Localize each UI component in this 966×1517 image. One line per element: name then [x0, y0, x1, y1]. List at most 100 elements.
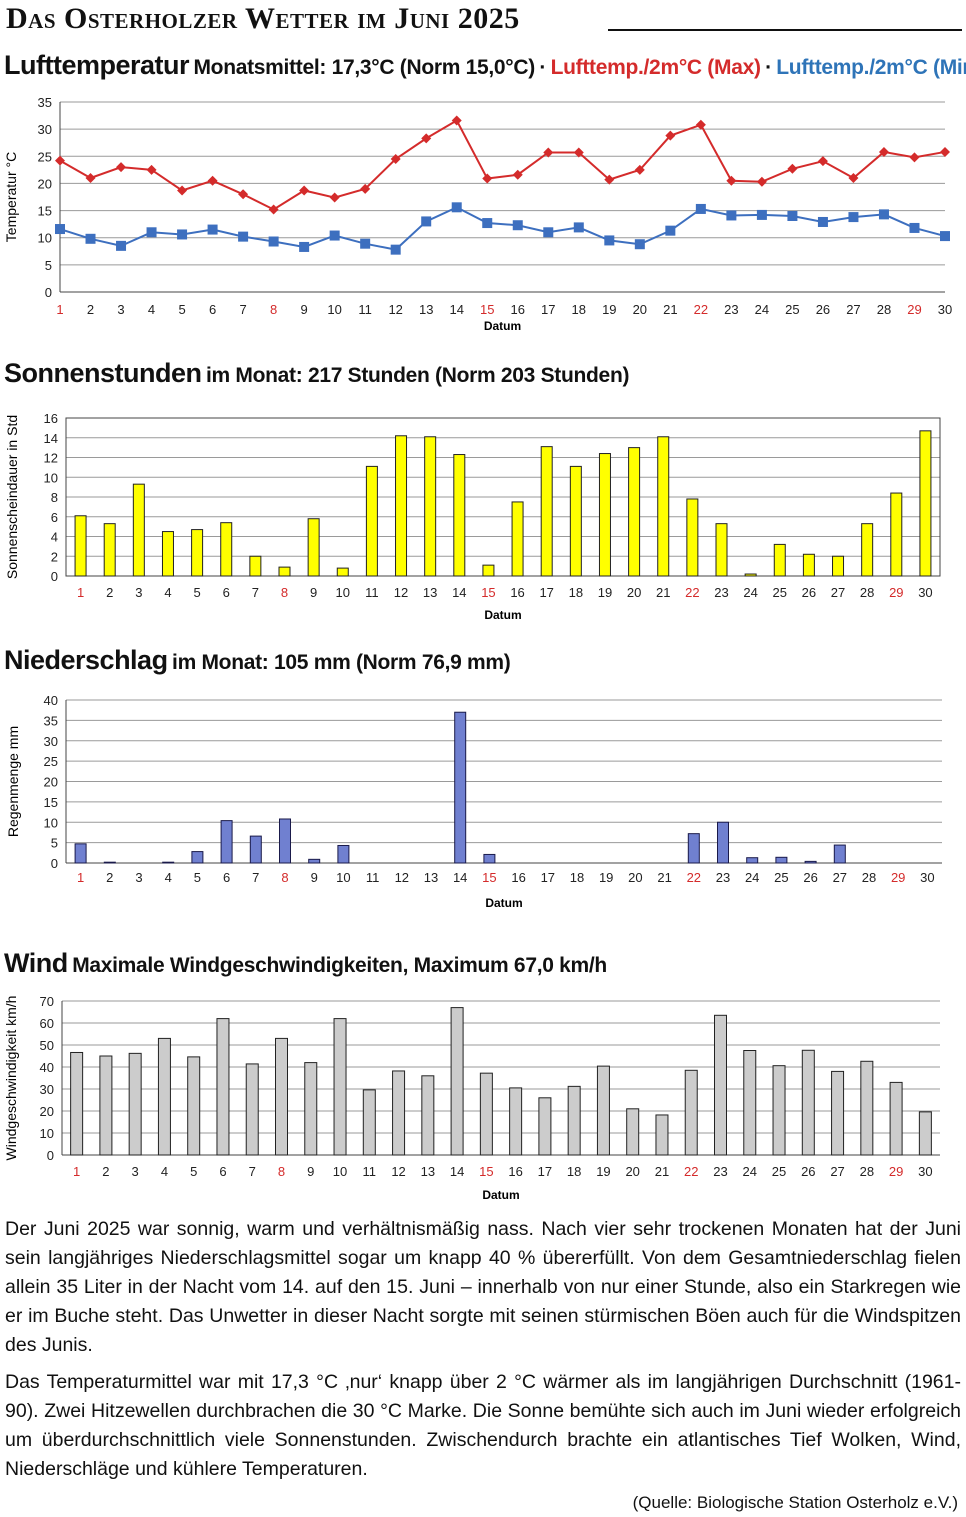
y-axis-label: Windgeschwindigkeit km/h	[3, 996, 19, 1161]
rain-bar	[279, 818, 291, 864]
wind-bar	[831, 1070, 845, 1156]
x-tick-label: 19	[596, 1164, 610, 1179]
min-temp-point	[482, 218, 493, 229]
rain-bar	[103, 861, 116, 864]
y-tick-label: 5	[51, 836, 58, 851]
sun-bar	[715, 523, 728, 577]
y-tick-label: 6	[51, 510, 58, 525]
y-tick-label: 0	[45, 285, 52, 300]
rain-bar	[249, 835, 262, 864]
sun-bar	[657, 436, 670, 577]
x-tick-label: 2	[106, 870, 113, 885]
x-tick-label: 3	[117, 302, 124, 317]
max-temp-point	[878, 146, 889, 157]
min-temp-point	[695, 203, 706, 214]
wind-bar	[860, 1060, 874, 1156]
x-tick-label: 9	[301, 302, 308, 317]
x-tick-label: 18	[572, 302, 586, 317]
rain-bar	[337, 844, 350, 864]
x-tick-label: 27	[831, 585, 845, 600]
x-tick-label: 22	[694, 302, 708, 317]
title-rule	[608, 29, 962, 31]
wind-bar	[245, 1063, 259, 1156]
x-tick-label: 4	[165, 870, 172, 885]
x-tick-label: 1	[77, 585, 84, 600]
rain-bar	[162, 861, 175, 864]
wind-bar	[509, 1087, 523, 1156]
x-tick-label: 14	[449, 302, 463, 317]
min-temp-point	[787, 211, 798, 221]
rain-bar	[454, 711, 467, 864]
x-tick-label: 24	[745, 870, 759, 885]
x-axis-label: Datum	[485, 896, 522, 910]
y-tick-label: 16	[44, 411, 58, 426]
x-tick-label: 14	[452, 585, 466, 600]
sun-bar	[511, 501, 524, 577]
sun-bar	[424, 436, 437, 577]
x-tick-label: 3	[135, 870, 142, 885]
rain-bar	[804, 860, 817, 864]
x-tick-label: 3	[135, 585, 142, 600]
temperature-subtitle: Monatsmittel: 17,3°C (Norm 15,0°C)	[193, 56, 535, 79]
y-tick-label: 15	[38, 204, 52, 219]
x-tick-label: 21	[656, 585, 670, 600]
min-temp-point	[665, 225, 676, 236]
x-tick-label: 25	[785, 302, 799, 317]
x-tick-label: 11	[363, 1164, 377, 1179]
x-tick-label: 13	[423, 585, 437, 600]
wind-bar	[918, 1111, 932, 1156]
rain-bar	[74, 843, 87, 864]
paragraph-2: Das Temperaturmittel war mit 17,3 °C ‚nu…	[5, 1371, 961, 1480]
sun-bar	[161, 531, 174, 577]
max-temp-point	[604, 174, 615, 185]
max-temp-point	[421, 133, 432, 144]
x-tick-label: 15	[480, 302, 494, 317]
x-tick-label: 21	[663, 302, 677, 317]
wind-bar	[596, 1065, 610, 1156]
max-temp-point	[177, 185, 188, 196]
x-tick-label: 14	[450, 1164, 464, 1179]
wind-bar	[889, 1081, 903, 1156]
sun-subtitle: im Monat: 217 Stunden (Norm 203 Stunden)	[205, 364, 630, 387]
wind-bar	[801, 1049, 815, 1156]
wind-bar	[128, 1052, 142, 1156]
min-temp-point	[878, 209, 889, 220]
max-temp-point	[390, 154, 401, 164]
max-temp-point	[787, 163, 798, 174]
min-temp-point	[238, 231, 249, 242]
x-tick-label: 17	[541, 870, 555, 885]
x-tick-label: 10	[333, 1164, 347, 1179]
temperature-title: Lufttemperatur	[4, 50, 190, 80]
sun-bar	[103, 523, 116, 577]
x-tick-label: 30	[918, 1164, 932, 1179]
sun-bar	[336, 567, 349, 577]
max-temp-point	[482, 173, 493, 184]
min-temp-point	[909, 222, 920, 233]
x-tick-label: 12	[394, 585, 408, 600]
x-tick-label: 4	[148, 302, 155, 317]
x-tick-label: 23	[714, 585, 728, 600]
x-tick-label: 27	[830, 1164, 844, 1179]
sun-bar	[832, 555, 845, 577]
max-temp-point	[695, 119, 706, 130]
sun-bar	[365, 465, 378, 577]
x-tick-label: 20	[627, 585, 641, 600]
min-temp-point	[756, 209, 767, 220]
legend-max: Lufttemp./2m°C (Max)	[550, 56, 761, 79]
x-tick-label: 15	[482, 870, 496, 885]
x-tick-label: 6	[223, 870, 230, 885]
y-tick-label: 10	[44, 815, 58, 830]
min-temp-point	[543, 227, 554, 238]
x-tick-label: 6	[219, 1164, 226, 1179]
x-tick-label: 27	[833, 870, 847, 885]
min-temp-point	[634, 239, 645, 250]
x-tick-label: 17	[539, 585, 553, 600]
y-tick-label: 20	[44, 775, 58, 790]
wind-bar	[362, 1089, 376, 1156]
temperature-heading: Lufttemperatur Monatsmittel: 17,3°C (Nor…	[4, 50, 966, 81]
legend-min: Lufttemp./2m°C (Min)	[776, 56, 966, 79]
x-tick-label: 28	[862, 870, 876, 885]
max-temp-point	[299, 185, 310, 196]
sun-bar	[74, 515, 87, 577]
